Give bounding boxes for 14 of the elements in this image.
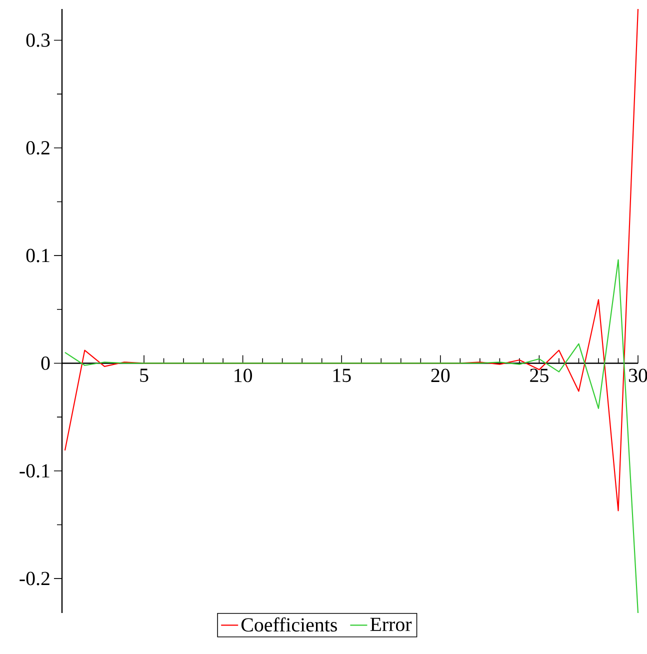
y-tick-label: 0.2 xyxy=(26,141,50,155)
y-tick-label: -0.2 xyxy=(20,572,50,586)
legend-label: Error xyxy=(370,618,412,632)
y-tick-label: 0.3 xyxy=(26,33,50,47)
y-tick-label: 0 xyxy=(41,356,50,370)
legend-label: Coefficients xyxy=(241,617,337,632)
y-tick-label: 0.1 xyxy=(26,248,50,262)
y-tick-label: -0.1 xyxy=(20,464,50,478)
x-tick-label: 10 xyxy=(234,368,252,382)
x-tick-label: 25 xyxy=(530,368,548,382)
x-tick-label: 5 xyxy=(140,368,148,382)
x-tick-label: 20 xyxy=(431,368,450,382)
x-tick-label: 15 xyxy=(333,368,351,382)
x-tick-label: 30 xyxy=(629,368,647,382)
